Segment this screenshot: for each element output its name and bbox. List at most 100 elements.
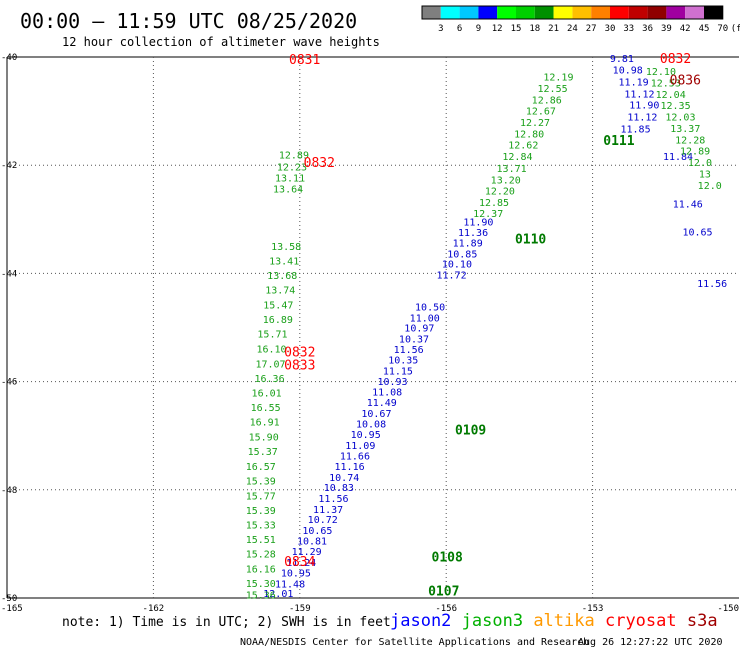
jason3-point: 13.74 — [265, 286, 295, 297]
mission-jason2: jason2 — [390, 611, 451, 631]
colorbar-label: 21 — [548, 24, 559, 34]
jason3-point: 12.84 — [502, 152, 532, 163]
jason3-point: 16.57 — [246, 462, 276, 473]
jason3-point: 17.07 — [255, 359, 285, 370]
jason3-point: 12.89 — [279, 150, 309, 161]
jason2-point: 11.09 — [345, 441, 375, 452]
jason2-point: 11.12 — [624, 89, 654, 100]
jason2-point: 11.56 — [697, 279, 727, 290]
jason2-point: 11.84 — [663, 152, 693, 163]
jason3-point: 15.33 — [246, 521, 276, 532]
jason2-point: 11.29 — [292, 547, 322, 558]
jason3-point: 12.03 — [665, 113, 695, 124]
colorbar-label: 18 — [529, 24, 540, 34]
data-points: 12.0111.4810.9511.2411.2910.8110.6510.72… — [246, 52, 728, 601]
colorbar-swatch — [497, 6, 516, 19]
jason3-point: 12.89 — [680, 147, 710, 158]
pass-time-label: 0108 — [432, 550, 463, 565]
jason3-point: 13.64 — [273, 185, 303, 196]
colorbar-swatch — [478, 6, 498, 19]
colorbar-label: 12 — [492, 24, 503, 34]
jason3-point: 12.04 — [656, 90, 686, 101]
colorbar-label: 9 — [476, 24, 481, 34]
cryosat-point: 0833 — [284, 358, 315, 373]
jason2-point: 9.81 — [610, 54, 634, 65]
jason2-point: 10.37 — [399, 334, 429, 345]
jason3-point: 15.71 — [257, 330, 287, 341]
jason3-point: 16.16 — [246, 564, 276, 575]
colorbar-label: 27 — [586, 24, 597, 34]
jason3-point: 12.35 — [661, 101, 691, 112]
jason3-point: 12.23 — [277, 162, 307, 173]
colorbar-swatch — [647, 6, 667, 19]
jason2-point: 10.65 — [302, 526, 332, 537]
jason3-point: 12.53 — [651, 79, 681, 90]
x-tick-label: -156 — [435, 604, 457, 614]
colorbar-swatch — [704, 6, 723, 19]
x-tick-label: -162 — [143, 604, 165, 614]
jason2-point: 10.08 — [356, 419, 386, 430]
colorbar-label: (ft) — [731, 24, 740, 34]
x-tick-label: -165 — [1, 604, 23, 614]
jason2-point: 11.72 — [437, 271, 467, 282]
jason3-point: 15.36 — [246, 590, 276, 601]
y-tick-label: -42 — [1, 161, 17, 171]
jason2-point: 10.97 — [404, 324, 434, 335]
jason3-point: 16.89 — [263, 315, 293, 326]
mission-altika: altika — [523, 611, 595, 631]
jason2-point: 11.46 — [673, 200, 703, 211]
jason3-point: 12.86 — [532, 95, 562, 106]
colorbar-swatch — [553, 6, 573, 19]
jason3-point: 16.91 — [250, 418, 280, 429]
jason3-point: 13.58 — [271, 242, 301, 253]
colorbar-swatch — [572, 6, 592, 19]
colorbar-swatch — [685, 6, 704, 19]
x-tick-label: -159 — [289, 604, 311, 614]
cryosat-point: 0832 — [660, 52, 691, 67]
x-tick-label: -150 — [717, 604, 739, 614]
colorbar-swatch — [610, 6, 629, 19]
jason3-point: 15.37 — [248, 447, 278, 458]
jason2-point: 11.66 — [340, 451, 370, 462]
y-tick-label: -46 — [1, 378, 17, 388]
jason3-point: 13 — [699, 169, 711, 180]
mission-cryosat: cryosat — [595, 611, 677, 631]
jason3-point: 15.39 — [246, 506, 276, 517]
jason3-point: 13.68 — [267, 271, 297, 282]
chart-title: 00:00 – 11:59 UTC 08/25/2020 — [20, 9, 357, 33]
colorbar-swatch — [440, 6, 460, 19]
jason3-point: 16.10 — [256, 345, 286, 356]
jason2-point: 10.72 — [308, 515, 338, 526]
jason2-point: 11.56 — [394, 345, 424, 356]
colorbar-frame — [421, 5, 724, 20]
jason3-point: 13.20 — [491, 175, 521, 186]
jason2-point: 10.95 — [281, 569, 311, 580]
jason2-point: 11.56 — [318, 494, 348, 505]
jason2-point: 11.89 — [453, 239, 483, 250]
x-tick-label: -153 — [582, 604, 604, 614]
jason3-point: 12.28 — [675, 135, 705, 146]
jason3-point: 13.37 — [670, 124, 700, 135]
cryosat-point: 0832 — [304, 156, 335, 171]
colorbar-swatch — [534, 6, 554, 19]
jason2-point: 11.15 — [383, 366, 413, 377]
jason3-point: 12.55 — [538, 84, 568, 95]
colorbar-label: 3 — [438, 24, 443, 34]
jason3-point: 16.55 — [251, 403, 281, 414]
colorbar-label: 6 — [457, 24, 462, 34]
jason3-point: 13.71 — [497, 164, 527, 175]
jason3-point: 12.62 — [508, 141, 538, 152]
jason3-point: 15.51 — [246, 535, 276, 546]
jason2-point: 11.37 — [313, 505, 343, 516]
jason3-point: 12.80 — [514, 129, 544, 140]
jason2-point: 10.95 — [351, 430, 381, 441]
jason2-point: 10.98 — [613, 66, 643, 77]
jason2-point: 11.49 — [367, 398, 397, 409]
colorbar-swatch — [422, 6, 441, 19]
jason2-point: 11.90 — [629, 101, 659, 112]
jason2-point: 10.35 — [388, 356, 418, 367]
jason2-point: 11.85 — [620, 124, 650, 135]
jason2-point: 11.24 — [286, 558, 316, 569]
